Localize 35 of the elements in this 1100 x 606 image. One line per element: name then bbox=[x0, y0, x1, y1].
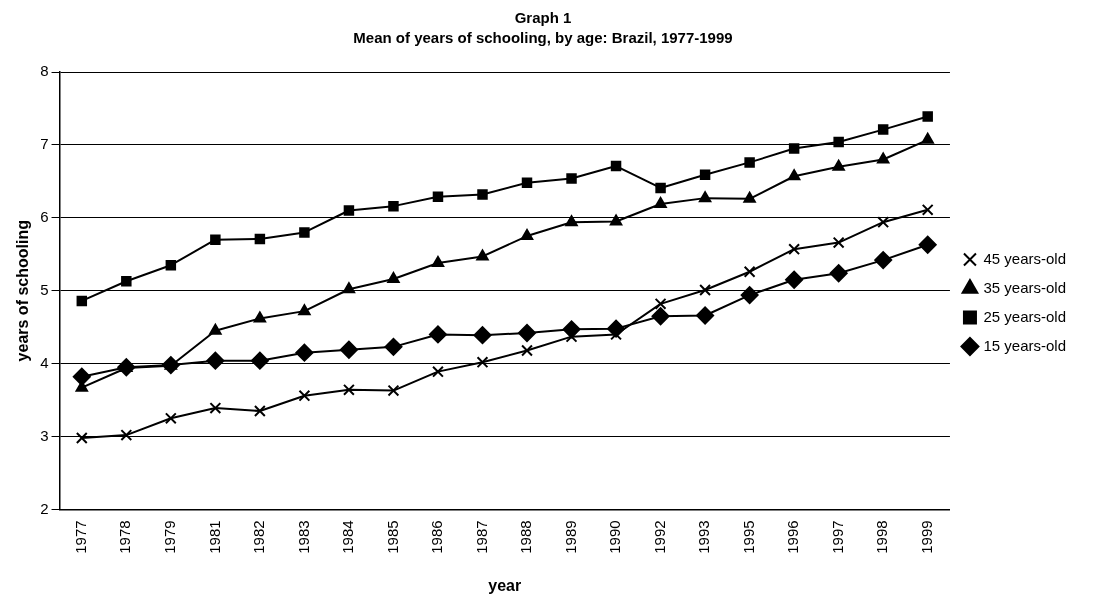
y-axis-title: years of schooling bbox=[14, 220, 32, 362]
x-tick-label: 1989 bbox=[561, 520, 579, 554]
x-tick-label: 1984 bbox=[339, 520, 357, 554]
y-tick-label: 8 bbox=[40, 62, 49, 80]
y-tick-label: 4 bbox=[40, 353, 49, 371]
legend-label: 25 years-old bbox=[983, 307, 1066, 325]
x-tick-label: 1977 bbox=[71, 520, 89, 554]
legend-label: 35 years-old bbox=[983, 278, 1066, 296]
y-tick-label: 5 bbox=[40, 280, 49, 298]
y-tick-label: 3 bbox=[40, 426, 49, 444]
x-tick-label: 1997 bbox=[828, 520, 846, 554]
y-tick-label: 7 bbox=[40, 135, 49, 153]
x-tick-label: 1990 bbox=[606, 520, 624, 554]
x-tick-label: 1985 bbox=[383, 520, 401, 554]
x-tick-label: 1995 bbox=[739, 520, 757, 554]
x-tick-label: 1981 bbox=[205, 520, 223, 554]
x-tick-label: 1978 bbox=[116, 520, 134, 554]
x-tick-label: 1993 bbox=[695, 520, 713, 554]
y-tick-label: 6 bbox=[40, 207, 49, 225]
x-tick-label: 1979 bbox=[160, 520, 178, 554]
chart-title: Graph 1 bbox=[514, 9, 572, 27]
x-tick-label: 1983 bbox=[294, 520, 312, 554]
x-axis-title: year bbox=[488, 576, 522, 594]
x-tick-label: 1982 bbox=[250, 520, 268, 554]
legend-label: 15 years-old bbox=[983, 336, 1066, 354]
chart-subtitle: Mean of years of schooling, by age: Brazil, 1977-1999 bbox=[353, 29, 733, 47]
x-tick-label: 1986 bbox=[428, 520, 446, 554]
x-tick-label: 1999 bbox=[917, 520, 935, 554]
x-tick-label: 1996 bbox=[784, 520, 802, 554]
legend-label: 45 years-old bbox=[983, 249, 1066, 267]
x-tick-label: 1992 bbox=[650, 520, 668, 554]
x-tick-label: 1998 bbox=[873, 520, 891, 554]
x-tick-label: 1988 bbox=[517, 520, 535, 554]
x-tick-label: 1987 bbox=[472, 520, 490, 554]
y-tick-label: 2 bbox=[40, 499, 49, 517]
